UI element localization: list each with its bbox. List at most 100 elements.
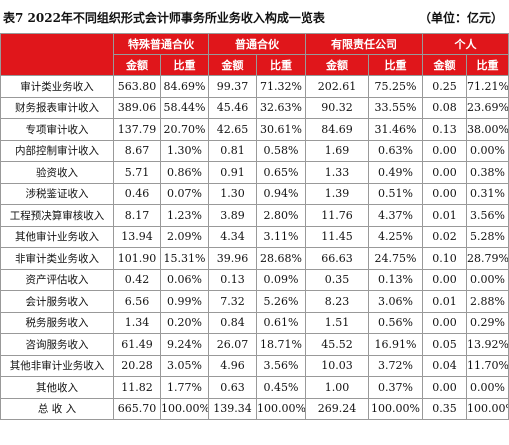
- data-row: 工程预决算审核收入 8.17 1.23% 3.89 2.80% 11.76 4.37% 0.0…: [0, 204, 509, 227]
- data-row: 其他收入 11.82 1.77% 0.63 0.45% 1.00 0.37% 0.00 0.00…: [0, 376, 509, 399]
- unit: （单位：亿元）: [418, 11, 503, 25]
- cell: 0.01: [422, 204, 467, 227]
- cell: 3.72%: [368, 354, 423, 377]
- subheader: 金额: [422, 54, 467, 76]
- cell: 0.02: [422, 225, 467, 248]
- cell: 10.03: [305, 354, 369, 377]
- cell: 0.58%: [256, 139, 306, 162]
- cell: 23.69%: [466, 96, 509, 119]
- row-label: 总 收 入: [0, 397, 114, 420]
- cell: 11.82: [113, 376, 161, 399]
- cell: 0.29%: [466, 311, 509, 334]
- cell: 45.46: [208, 96, 257, 119]
- revenue-table: 特殊普通合伙 普通合伙 有限责任公司 个人 金额 比重 金额 比重 金额 比重 金额 比重 审计类业务…: [0, 33, 509, 420]
- cell: 0.00: [422, 182, 467, 205]
- cell: 0.08: [422, 96, 467, 119]
- cell: 0.37%: [368, 376, 423, 399]
- cell: 101.90: [113, 247, 161, 270]
- cell: 1.77%: [160, 376, 209, 399]
- row-label: 咨询服务收入: [0, 333, 114, 356]
- cell: 3.05%: [160, 354, 209, 377]
- group-header: 特殊普通合伙: [113, 33, 209, 55]
- cell: 11.76: [305, 204, 369, 227]
- subheader: 金额: [208, 54, 257, 76]
- cell: 39.96: [208, 247, 257, 270]
- data-row: 涉税鉴证收入 0.46 0.07% 1.30 0.94% 1.39 0.51% 0.00 0.3…: [0, 182, 509, 205]
- cell: 563.80: [113, 75, 161, 98]
- cell: 28.68%: [256, 247, 306, 270]
- table-body: 审计类业务收入 563.80 84.69% 99.37 71.32% 202.61 75.2…: [0, 75, 509, 420]
- cell: 9.24%: [160, 333, 209, 356]
- cell: 0.35: [422, 397, 467, 420]
- subheader: 比重: [256, 54, 306, 76]
- cell: 28.79%: [466, 247, 509, 270]
- cell: 0.00%: [466, 139, 509, 162]
- cell: 0.05: [422, 333, 467, 356]
- data-row: 验资收入 5.71 0.86% 0.91 0.65% 1.33 0.49% 0.00 0.38%: [0, 161, 509, 184]
- cell: 3.11%: [256, 225, 306, 248]
- cell: 5.28%: [466, 225, 509, 248]
- cell: 0.00%: [466, 268, 509, 291]
- cell: 0.84: [208, 311, 257, 334]
- cell: 1.00: [305, 376, 369, 399]
- cell: 3.06%: [368, 290, 423, 313]
- cell: 24.75%: [368, 247, 423, 270]
- data-row: 财务报表审计收入 389.06 58.44% 45.46 32.63% 90.32 33.5…: [0, 96, 509, 119]
- group-header: 有限责任公司: [305, 33, 423, 55]
- cell: 4.34: [208, 225, 257, 248]
- row-label: 其他审计业务收入: [0, 225, 114, 248]
- cell: 665.70: [113, 397, 161, 420]
- cell: 18.71%: [256, 333, 306, 356]
- corner-cell: [0, 33, 114, 76]
- row-label: 财务报表审计收入: [0, 96, 114, 119]
- cell: 75.25%: [368, 75, 423, 98]
- data-row: 咨询服务收入 61.49 9.24% 26.07 18.71% 45.52 16.91% 0.…: [0, 333, 509, 356]
- cell: 0.46: [113, 182, 161, 205]
- cell: 1.33: [305, 161, 369, 184]
- cell: 0.63: [208, 376, 257, 399]
- cell: 0.45%: [256, 376, 306, 399]
- row-label: 专项审计收入: [0, 118, 114, 141]
- cell: 84.69: [305, 118, 369, 141]
- cell: 0.38%: [466, 161, 509, 184]
- cell: 100.00%: [256, 397, 306, 420]
- cell: 8.67: [113, 139, 161, 162]
- cell: 58.44%: [160, 96, 209, 119]
- cell: 13.92%: [466, 333, 509, 356]
- subheader: 金额: [305, 54, 369, 76]
- cell: 1.51: [305, 311, 369, 334]
- cell: 3.56%: [256, 354, 306, 377]
- cell: 0.35: [305, 268, 369, 291]
- cell: 6.56: [113, 290, 161, 313]
- title: 表7 2022年不同组织形式会计师事务所业务收入构成一览表: [3, 11, 325, 25]
- subheader-row: 金额 比重 金额 比重 金额 比重 金额 比重: [1, 54, 509, 76]
- cell: 71.32%: [256, 75, 306, 98]
- cell: 33.55%: [368, 96, 423, 119]
- cell: 0.63%: [368, 139, 423, 162]
- cell: 3.56%: [466, 204, 509, 227]
- cell: 61.49: [113, 333, 161, 356]
- cell: 139.34: [208, 397, 257, 420]
- data-row: 总 收 入 665.70 100.00% 139.34 100.00% 269.24 100…: [0, 397, 509, 420]
- cell: 5.26%: [256, 290, 306, 313]
- cell: 0.06%: [160, 268, 209, 291]
- cell: 99.37: [208, 75, 257, 98]
- cell: 0.61%: [256, 311, 306, 334]
- cell: 32.63%: [256, 96, 306, 119]
- cell: 0.65%: [256, 161, 306, 184]
- cell: 8.17: [113, 204, 161, 227]
- cell: 0.10: [422, 247, 467, 270]
- cell: 90.32: [305, 96, 369, 119]
- data-row: 审计类业务收入 563.80 84.69% 99.37 71.32% 202.61 75.2…: [0, 75, 509, 98]
- cell: 0.56%: [368, 311, 423, 334]
- cell: 0.07%: [160, 182, 209, 205]
- header-row: 特殊普通合伙 普通合伙 有限责任公司 个人: [0, 33, 509, 76]
- cell: 0.42: [113, 268, 161, 291]
- subheader: 比重: [368, 54, 423, 76]
- data-row: 其他非审计业务收入 20.28 3.05% 4.96 3.56% 10.03 3.72% 0.…: [0, 354, 509, 377]
- cell: 0.20%: [160, 311, 209, 334]
- cell: 11.45: [305, 225, 369, 248]
- row-label: 工程预决算审核收入: [0, 204, 114, 227]
- cell: 0.00: [422, 268, 467, 291]
